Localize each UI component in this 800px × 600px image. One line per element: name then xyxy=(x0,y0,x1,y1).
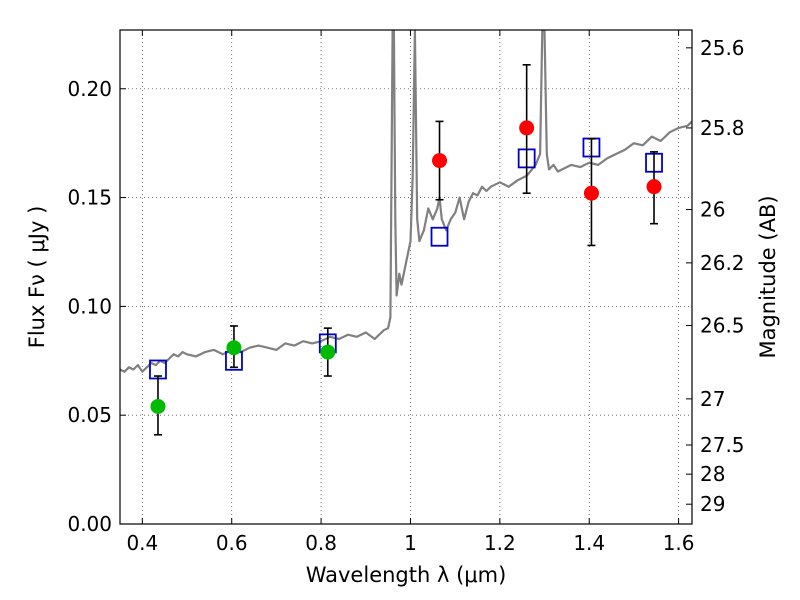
x-tick-label: 0.4 xyxy=(126,531,158,555)
y-tick-label: 0.00 xyxy=(67,512,112,536)
mag-tick-label: 29 xyxy=(700,492,725,516)
x-tick-label: 1.6 xyxy=(663,531,695,555)
y-axis-right: 25.6 25.8 26 26.2 26.5 27 27.5 28 29 xyxy=(686,36,745,516)
mag-tick-label: 25.8 xyxy=(700,116,745,140)
x-tick-label: 1.2 xyxy=(484,531,516,555)
mag-tick-label: 27 xyxy=(700,387,725,411)
x-tick-label: 0.8 xyxy=(305,531,337,555)
plot-area xyxy=(120,30,692,524)
y-tick-label: 0.05 xyxy=(67,403,112,427)
red-data-point xyxy=(646,179,662,195)
points-layer xyxy=(149,64,663,436)
x-tick-label: 1.4 xyxy=(573,531,605,555)
x-axis-label: Wavelength λ (μm) xyxy=(306,563,507,587)
mag-tick-label: 25.6 xyxy=(700,36,745,60)
green-data-point xyxy=(226,340,242,356)
y-tick-label: 0.10 xyxy=(67,294,112,318)
x-tick-label: 1 xyxy=(404,531,417,555)
x-axis: 0.4 0.6 0.8 1 1.2 1.4 1.6 xyxy=(126,30,695,555)
red-data-point xyxy=(432,153,448,169)
red-data-point xyxy=(519,120,535,136)
plot-frame xyxy=(119,29,693,525)
model-photometry-square xyxy=(430,226,449,247)
mag-tick-label: 26.5 xyxy=(700,314,745,338)
y-tick-label: 0.20 xyxy=(67,77,112,101)
y-tick-label: 0.15 xyxy=(67,186,112,210)
y-axis-right-label: Magnitude (AB) xyxy=(756,195,780,358)
green-data-point xyxy=(150,398,166,414)
x-tick-label: 0.6 xyxy=(216,531,248,555)
model-spectrum-line xyxy=(120,30,692,373)
y-axis-label: Flux Fν ( μJy ) xyxy=(25,206,49,349)
red-data-point xyxy=(583,185,599,201)
mag-tick-label: 28 xyxy=(700,462,725,486)
green-data-point xyxy=(320,344,336,360)
mag-tick-label: 27.5 xyxy=(700,433,745,457)
spectrum-layer xyxy=(120,30,692,373)
y-axis-left: 0.00 0.05 0.10 0.15 0.20 xyxy=(67,77,126,536)
mag-tick-label: 26.2 xyxy=(700,251,745,275)
mag-tick-label: 26 xyxy=(700,198,725,222)
